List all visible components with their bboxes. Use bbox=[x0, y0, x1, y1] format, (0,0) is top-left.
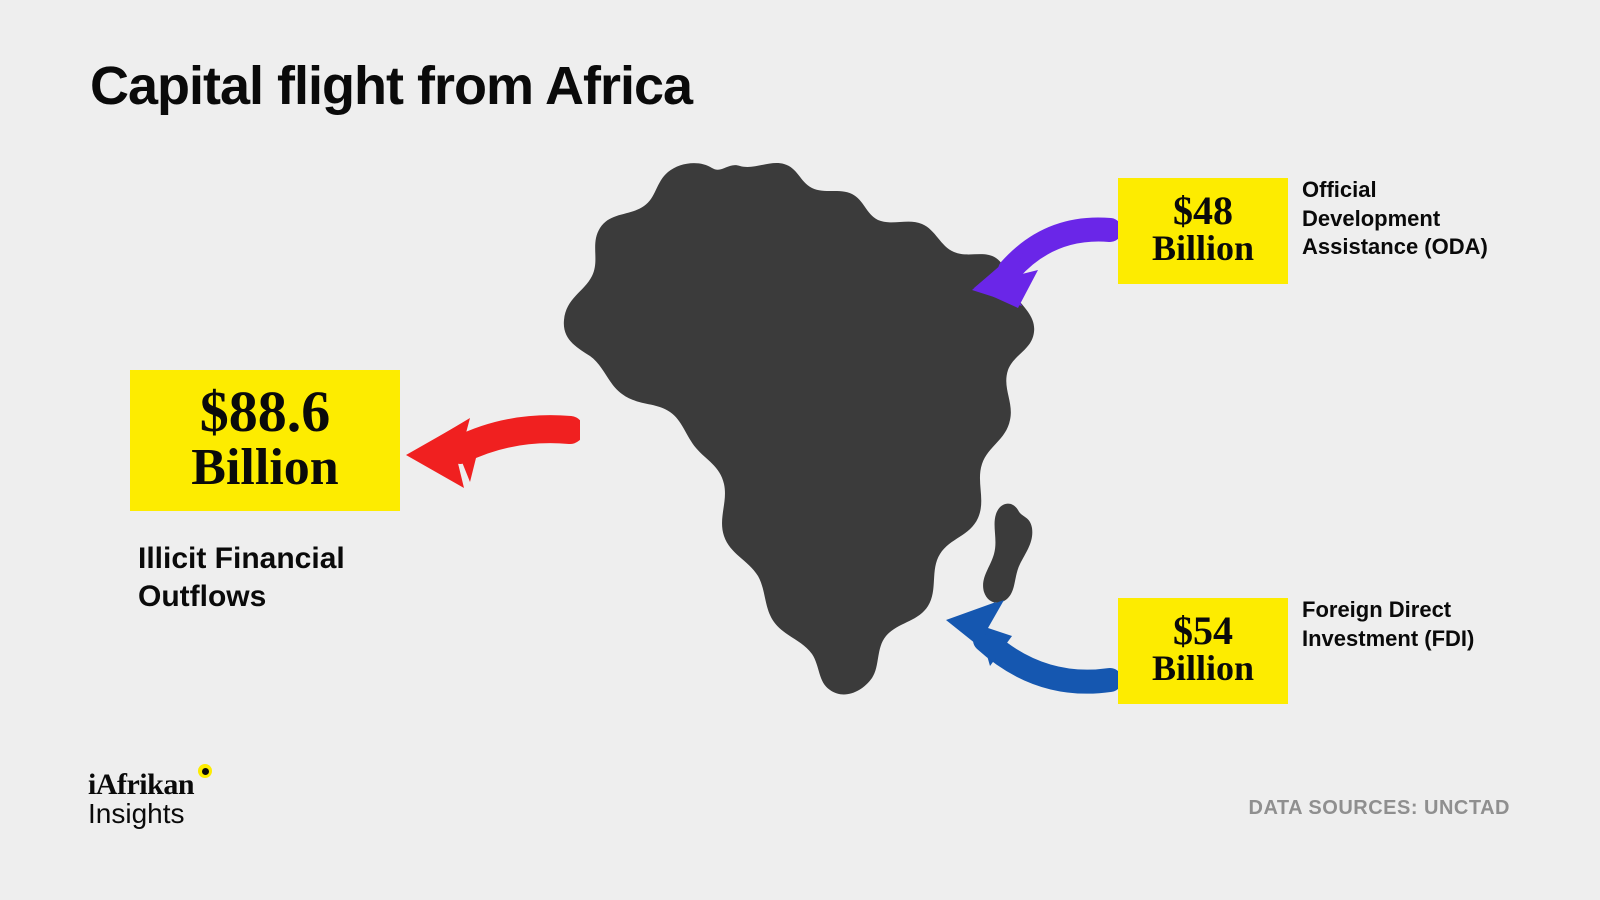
outflow-arrow-icon bbox=[400, 400, 580, 510]
outflow-badge: $88.6 Billion bbox=[130, 370, 400, 511]
brand-dot-icon bbox=[198, 764, 212, 778]
oda-amount: $48 bbox=[1138, 190, 1268, 232]
fdi-arrow-icon bbox=[930, 570, 1120, 700]
outflow-label: Illicit Financial Outflows bbox=[138, 540, 438, 615]
oda-unit: Billion bbox=[1138, 230, 1268, 268]
outflow-amount: $88.6 bbox=[150, 382, 380, 443]
brand-logo: iAfrikan Insights bbox=[88, 768, 194, 830]
fdi-amount: $54 bbox=[1138, 610, 1268, 652]
page-title: Capital flight from Africa bbox=[90, 55, 692, 117]
brand-line2: Insights bbox=[88, 798, 194, 830]
oda-badge: $48 Billion bbox=[1118, 178, 1288, 284]
outflow-unit: Billion bbox=[150, 441, 380, 496]
fdi-label: Foreign Direct Investment (FDI) bbox=[1302, 596, 1502, 653]
oda-arrow-icon bbox=[960, 210, 1120, 320]
oda-label: Official Development Assistance (ODA) bbox=[1302, 176, 1502, 262]
brand-line1: iAfrikan bbox=[88, 768, 194, 802]
fdi-badge: $54 Billion bbox=[1118, 598, 1288, 704]
fdi-unit: Billion bbox=[1138, 650, 1268, 688]
data-sources: DATA SOURCES: UNCTAD bbox=[1249, 797, 1510, 820]
